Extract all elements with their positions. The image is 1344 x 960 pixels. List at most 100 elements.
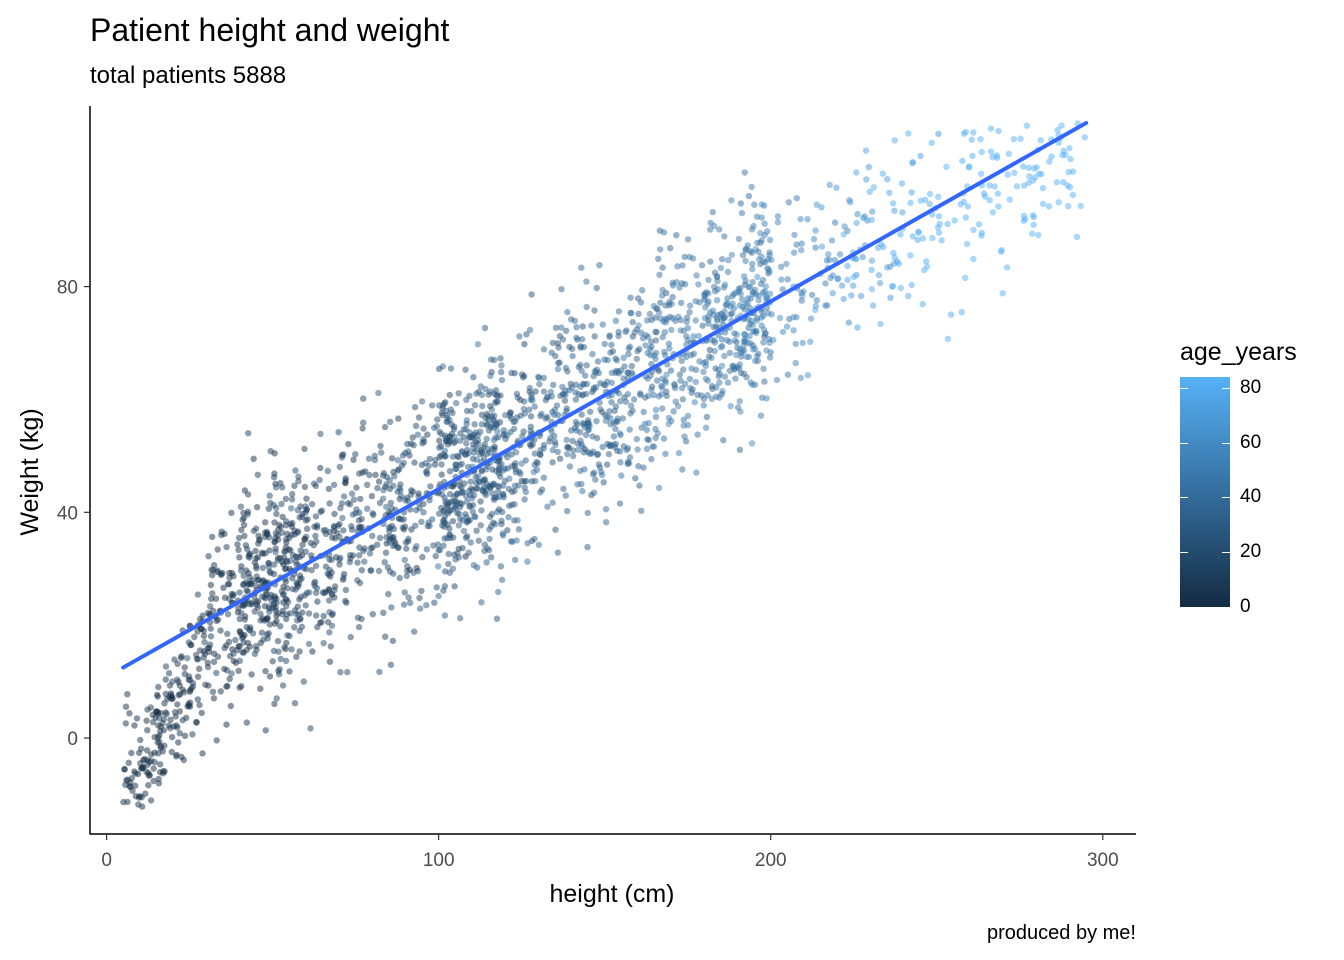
data-point xyxy=(449,409,456,417)
data-point xyxy=(350,496,358,503)
data-point xyxy=(263,591,270,598)
data-point xyxy=(386,524,394,532)
data-point xyxy=(209,590,216,597)
data-point xyxy=(600,479,607,486)
data-point xyxy=(432,552,439,560)
data-point xyxy=(374,541,381,548)
data-point xyxy=(593,434,601,442)
data-point xyxy=(1060,179,1067,186)
data-point xyxy=(962,214,970,221)
data-point xyxy=(629,407,636,414)
data-point xyxy=(1010,136,1018,143)
data-point xyxy=(246,626,253,633)
data-point xyxy=(846,197,853,204)
data-point xyxy=(523,331,530,338)
data-point xyxy=(723,301,730,308)
data-point xyxy=(757,412,765,419)
data-point xyxy=(652,425,659,433)
data-point xyxy=(253,504,261,511)
data-point xyxy=(978,232,985,239)
data-point xyxy=(194,591,202,598)
data-point xyxy=(876,279,884,287)
data-point xyxy=(783,260,790,268)
legend-tick-label: 0 xyxy=(1240,596,1251,617)
data-point xyxy=(639,335,647,342)
data-point xyxy=(1045,203,1053,210)
data-point xyxy=(507,409,514,416)
data-point xyxy=(455,390,462,397)
data-point xyxy=(128,749,135,757)
data-point xyxy=(683,333,690,340)
data-point xyxy=(479,477,487,485)
data-point xyxy=(144,727,151,734)
data-point xyxy=(514,517,521,524)
data-point xyxy=(998,247,1005,254)
data-point xyxy=(654,377,661,384)
data-point xyxy=(559,391,566,398)
data-point xyxy=(431,599,438,606)
data-point xyxy=(237,567,245,574)
data-point xyxy=(612,317,620,324)
data-point xyxy=(690,333,697,340)
data-point xyxy=(583,278,590,285)
data-point xyxy=(415,414,423,421)
data-point xyxy=(652,413,660,420)
data-point xyxy=(644,333,652,341)
data-point xyxy=(987,125,995,132)
data-point xyxy=(140,756,147,764)
data-point xyxy=(564,507,571,515)
data-point xyxy=(248,580,255,587)
data-point xyxy=(652,355,659,362)
data-point xyxy=(994,190,1002,197)
data-point xyxy=(339,576,347,583)
data-point xyxy=(376,668,383,676)
data-point xyxy=(244,545,251,553)
data-point xyxy=(658,384,666,391)
data-point xyxy=(462,534,470,541)
data-point xyxy=(403,572,410,580)
data-point xyxy=(798,297,805,304)
data-point xyxy=(409,434,416,441)
data-point xyxy=(834,275,842,282)
data-point xyxy=(845,319,853,326)
data-point xyxy=(504,527,511,534)
data-point xyxy=(499,530,506,537)
data-point xyxy=(639,287,646,294)
data-point xyxy=(445,560,452,568)
data-point xyxy=(240,633,247,640)
data-point xyxy=(452,465,459,472)
data-point xyxy=(420,438,428,445)
data-point xyxy=(449,518,457,525)
data-point xyxy=(121,766,128,773)
data-point xyxy=(297,593,304,601)
data-point xyxy=(766,354,774,361)
data-point xyxy=(360,395,367,402)
data-point xyxy=(531,403,538,410)
data-point xyxy=(316,476,323,484)
data-point xyxy=(895,260,903,267)
data-point xyxy=(232,636,239,644)
data-point xyxy=(435,592,442,600)
data-point xyxy=(826,181,833,188)
data-point xyxy=(326,629,333,636)
data-point xyxy=(492,494,500,501)
data-point xyxy=(524,558,531,565)
data-point xyxy=(127,783,134,791)
data-point xyxy=(615,308,623,315)
data-point xyxy=(590,372,597,380)
data-point xyxy=(717,264,725,272)
data-point xyxy=(905,130,912,137)
data-point xyxy=(217,627,224,634)
data-point xyxy=(267,448,274,455)
data-point xyxy=(478,468,485,475)
data-point xyxy=(616,430,624,437)
data-point xyxy=(334,529,341,537)
data-point xyxy=(742,257,749,265)
data-point xyxy=(218,571,225,578)
data-point xyxy=(198,709,205,717)
data-point xyxy=(569,352,576,360)
data-point xyxy=(646,310,654,318)
data-point xyxy=(360,419,367,426)
data-point xyxy=(617,459,624,466)
data-point xyxy=(560,485,567,492)
